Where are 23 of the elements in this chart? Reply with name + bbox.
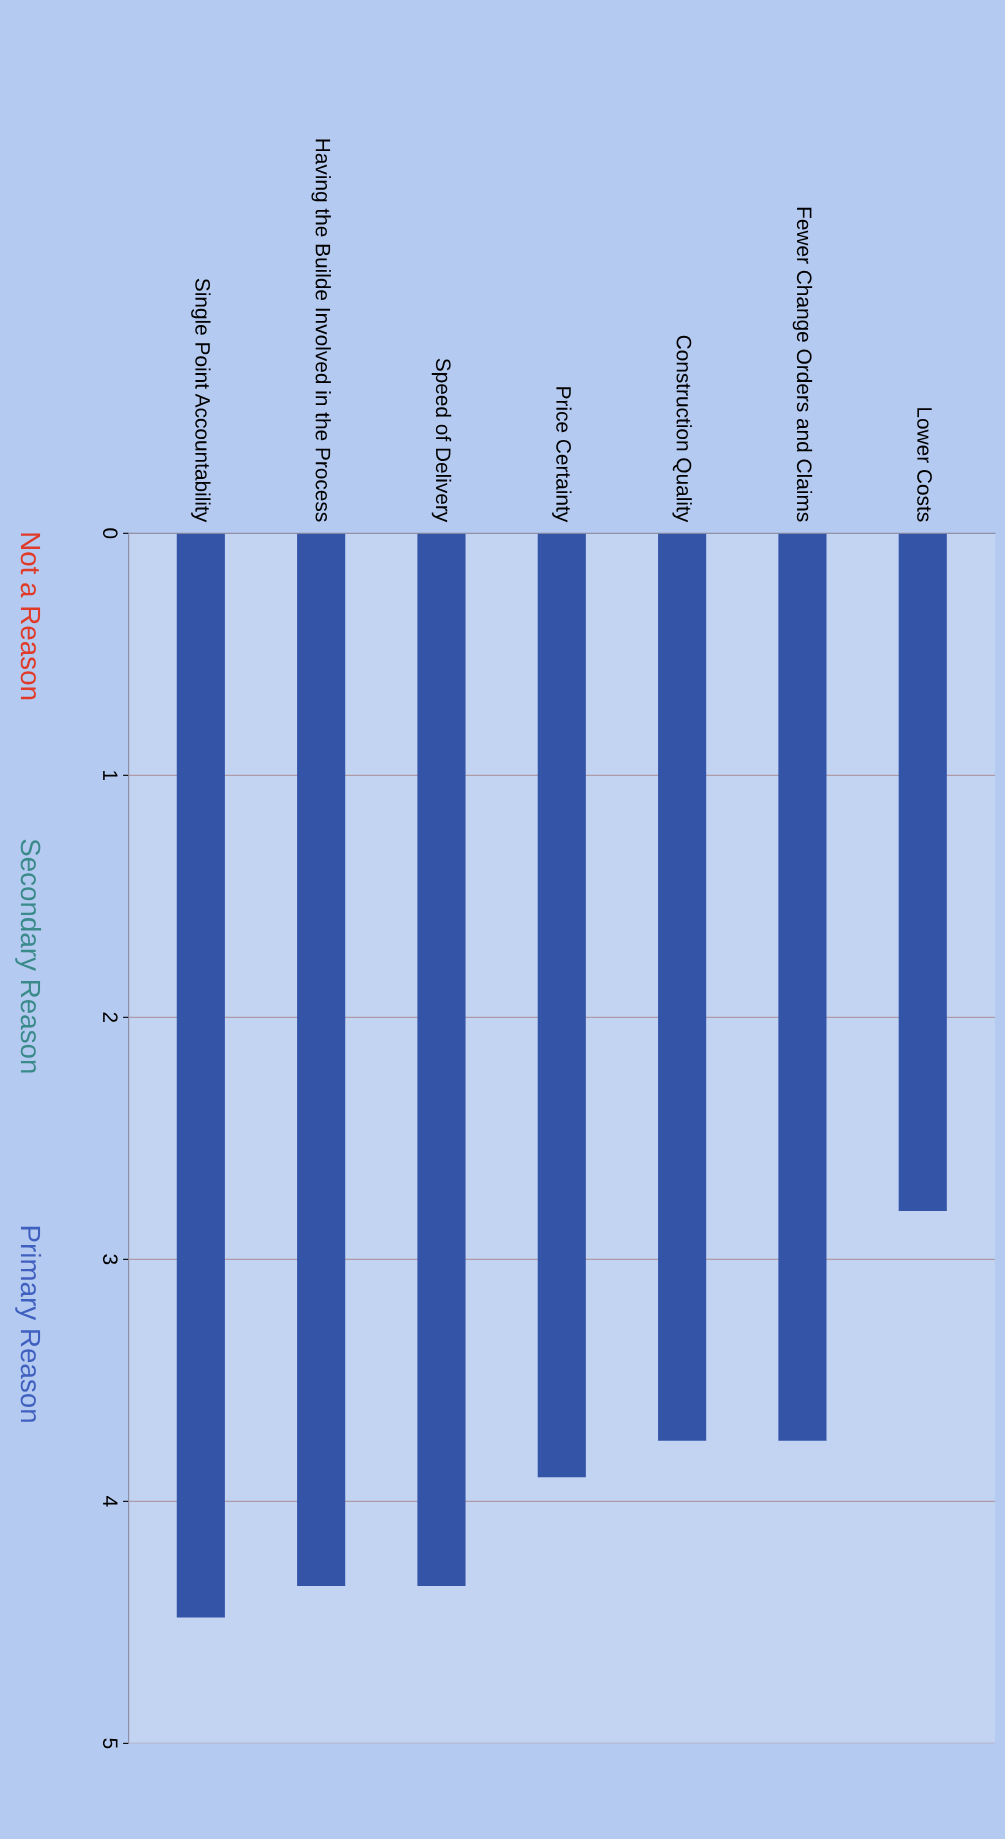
- text: Primary Reason: [15, 1226, 42, 1422]
- y-tick-label: 2: [103, 1012, 118, 1023]
- y-tick-label: 5: [102, 1738, 118, 1749]
- y-tick-label: 4: [103, 1496, 118, 1507]
- x-tick-label: Fewer Change Orders and Claims: [792, 207, 813, 522]
- bar: [297, 533, 346, 1587]
- x-tick-label: Price Certainty: [552, 387, 572, 523]
- x-tick-label: Construction Quality: [672, 335, 692, 523]
- text: Secondary Reason: [15, 839, 42, 1073]
- bar: [176, 533, 225, 1618]
- bar: [537, 533, 586, 1478]
- bar: [658, 533, 707, 1441]
- text: Not a Reason: [20, 533, 41, 700]
- bar: [898, 533, 947, 1211]
- y-tick-label: 0: [102, 528, 118, 539]
- y-tick-label: 1: [103, 771, 118, 781]
- bar: [417, 533, 466, 1587]
- x-tick-label: Lower Costs: [917, 408, 932, 522]
- y-tick-label: 3: [102, 1254, 118, 1265]
- x-tick-label: Speed of Delivery: [431, 358, 452, 523]
- bar: [778, 533, 827, 1441]
- x-tick-label: Single Point Accountability: [191, 278, 211, 523]
- x-tick-label: Having the Builde Involved in the Process: [311, 139, 331, 522]
